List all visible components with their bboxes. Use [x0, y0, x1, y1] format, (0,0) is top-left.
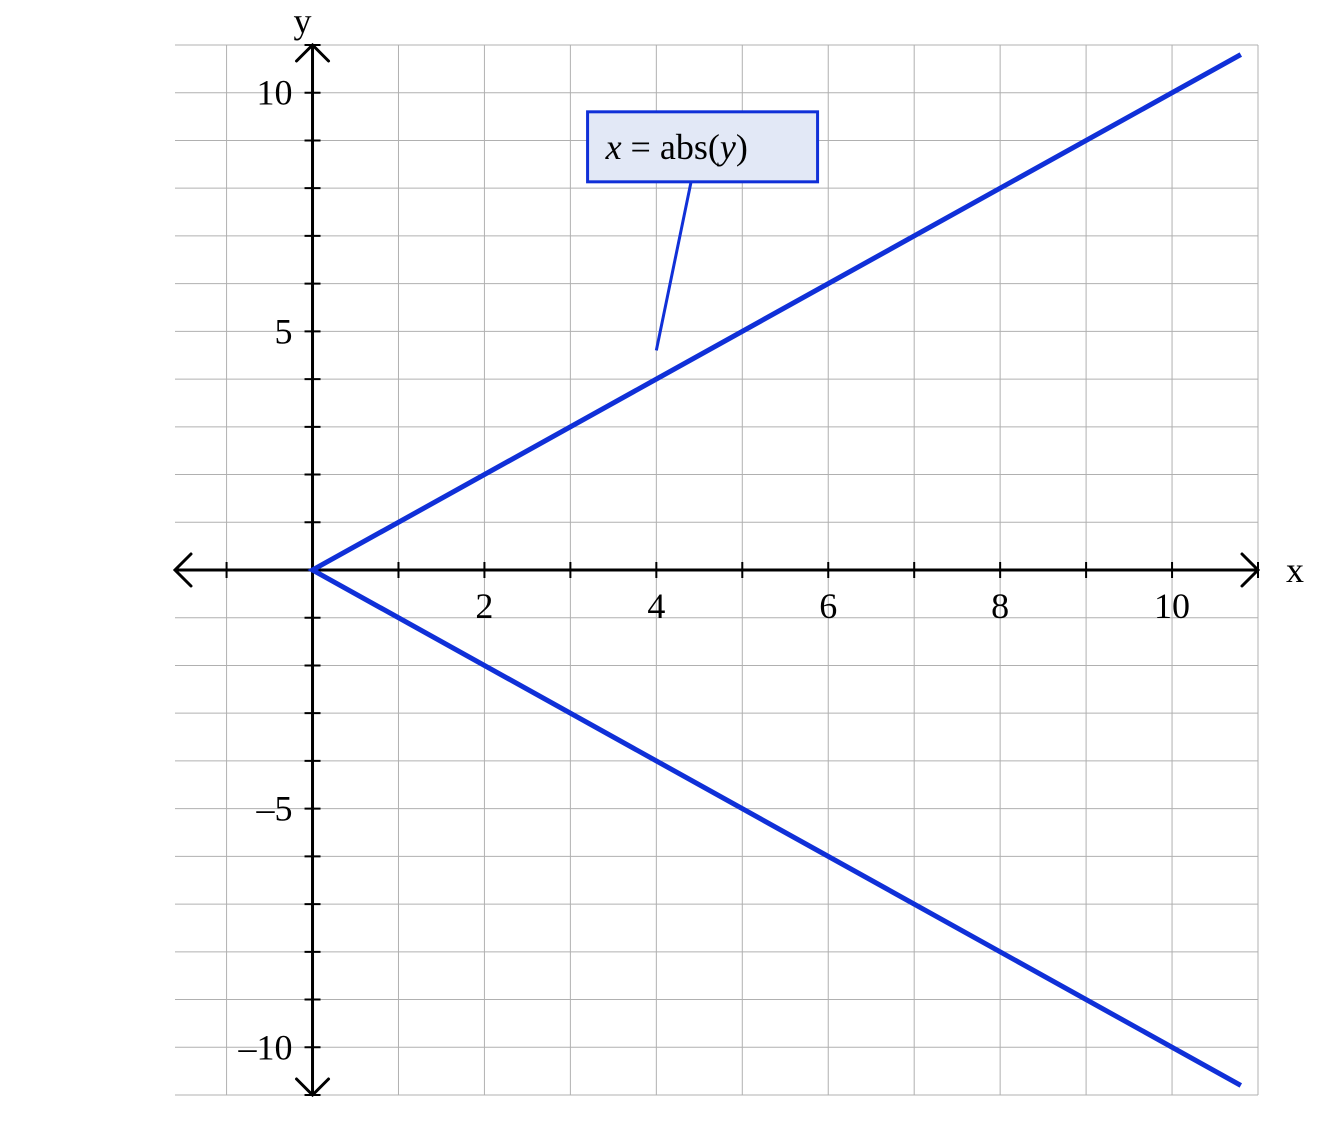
x-axis-label: x	[1286, 550, 1304, 590]
x-tick-label: 8	[991, 586, 1009, 626]
y-axis-label: y	[294, 1, 312, 41]
legend-text: x = abs(y)	[605, 127, 748, 167]
y-tick-label: 5	[275, 311, 293, 351]
x-tick-label: 6	[819, 586, 837, 626]
chart-container: 2 4 6 8 10 –10 –5 5 10 x y x = abs(y)	[0, 0, 1328, 1140]
x-tick-label: 4	[647, 586, 665, 626]
chart-svg: 2 4 6 8 10 –10 –5 5 10 x y x = abs(y)	[0, 0, 1328, 1140]
x-tick-label: 10	[1154, 586, 1190, 626]
y-tick-label: –10	[238, 1027, 293, 1067]
y-tick-label: –5	[256, 789, 293, 829]
x-tick-label: 2	[475, 586, 493, 626]
y-tick-label: 10	[257, 73, 293, 113]
